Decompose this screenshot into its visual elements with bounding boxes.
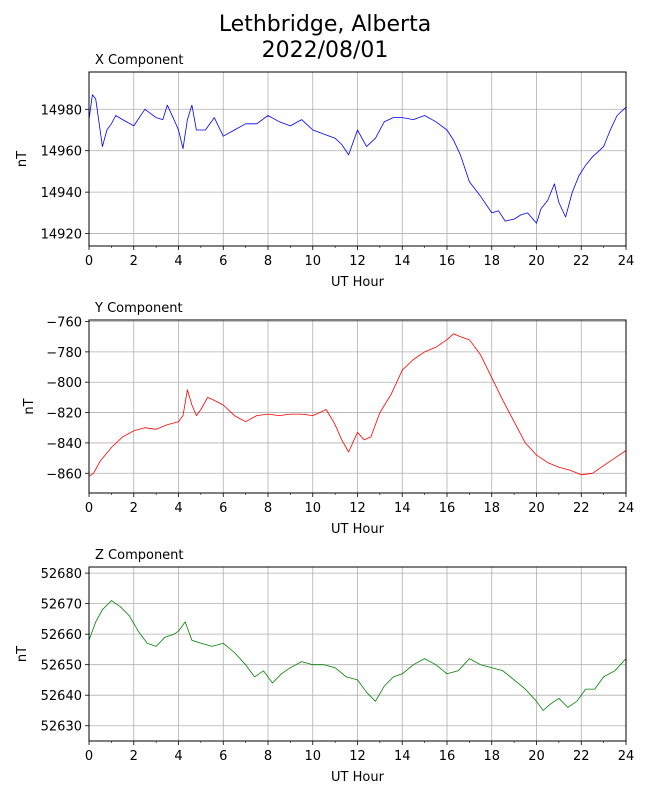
x-component-x-tick-label: 6 <box>219 254 227 269</box>
z-component-x-tick-label: 14 <box>394 749 411 764</box>
y-component-x-tick-label: 4 <box>174 501 182 516</box>
x-component-x-tick-label: 2 <box>130 254 138 269</box>
y-component-x-tick-label: 16 <box>439 501 456 516</box>
x-component-x-tick-label: 14 <box>394 254 411 269</box>
y-component-y-tick-label: −780 <box>46 346 82 361</box>
z-component-x-tick-label: 24 <box>618 749 635 764</box>
y-component-ylabel: nT <box>22 398 37 414</box>
y-component-x-tick-label: 20 <box>528 501 545 516</box>
x-component-x-tick-label: 4 <box>174 254 182 269</box>
y-component-title: Y Component <box>94 301 183 316</box>
x-component-x-tick-label: 16 <box>439 254 456 269</box>
y-component-x-tick-label: 8 <box>264 501 272 516</box>
z-component-x-tick-label: 12 <box>349 749 366 764</box>
figure-title: Lethbridge, Alberta 2022/08/01 <box>0 12 650 64</box>
z-component-y-tick-label: 52630 <box>41 720 82 735</box>
z-component-y-tick-label: 52660 <box>41 628 82 643</box>
z-component-x-tick-label: 6 <box>219 749 227 764</box>
y-component-x-tick-label: 22 <box>573 501 590 516</box>
x-component-x-tick-label: 8 <box>264 254 272 269</box>
y-component-y-tick-label: −840 <box>46 437 82 452</box>
y-component-x-tick-label: 24 <box>618 501 635 516</box>
x-component-y-tick-label: 14920 <box>41 228 82 243</box>
z-component-x-tick-label: 4 <box>174 749 182 764</box>
y-component-x-tick-label: 18 <box>483 501 500 516</box>
z-component-x-tick-label: 8 <box>264 749 272 764</box>
x-component-x-tick-label: 18 <box>483 254 500 269</box>
x-component-x-tick-label: 24 <box>618 254 635 269</box>
x-component-x-tick-label: 0 <box>85 254 93 269</box>
z-component-title: Z Component <box>95 548 184 563</box>
y-component-y-tick-label: −860 <box>46 467 82 482</box>
z-component-y-tick-label: 52670 <box>41 598 82 613</box>
x-component-y-tick-label: 14940 <box>41 186 82 201</box>
z-component-x-tick-label: 18 <box>483 749 500 764</box>
z-component-x-tick-label: 10 <box>304 749 321 764</box>
z-component-series-line <box>88 600 627 711</box>
z-component-y-tick-label: 52680 <box>41 567 82 582</box>
y-component-x-tick-label: 12 <box>349 501 366 516</box>
z-component-x-tick-label: 20 <box>528 749 545 764</box>
z-component-xlabel: UT Hour <box>331 770 385 785</box>
y-component-x-tick-label: 14 <box>394 501 411 516</box>
z-component-y-tick-label: 52650 <box>41 659 82 674</box>
z-component-x-tick-label: 16 <box>439 749 456 764</box>
x-component-x-tick-label: 10 <box>304 254 321 269</box>
y-component-x-tick-label: 6 <box>219 501 227 516</box>
z-component-x-tick-label: 2 <box>130 749 138 764</box>
figure-title-date: 2022/08/01 <box>261 38 389 63</box>
z-component-y-tick-label: 52640 <box>41 689 82 704</box>
x-component-series-line <box>88 94 627 224</box>
y-component-x-tick-label: 2 <box>130 501 138 516</box>
x-component-x-tick-label: 12 <box>349 254 366 269</box>
x-component-y-tick-label: 14980 <box>41 103 82 118</box>
y-component-series-line <box>88 333 627 477</box>
x-component-xlabel: UT Hour <box>331 275 385 290</box>
figure-title-location: Lethbridge, Alberta <box>218 12 432 37</box>
z-component-ylabel: nT <box>15 646 30 662</box>
y-component-y-tick-label: −760 <box>46 316 82 331</box>
x-component-x-tick-label: 22 <box>573 254 590 269</box>
x-component-x-tick-label: 20 <box>528 254 545 269</box>
y-component-x-tick-label: 0 <box>85 501 93 516</box>
y-component-x-tick-label: 10 <box>304 501 321 516</box>
x-component-y-tick-label: 14960 <box>41 145 82 160</box>
y-component-xlabel: UT Hour <box>331 522 385 537</box>
z-component-x-tick-label: 22 <box>573 749 590 764</box>
x-component-ylabel: nT <box>15 151 30 167</box>
z-component-x-tick-label: 0 <box>85 749 93 764</box>
x-component-title: X Component <box>95 53 184 68</box>
y-component-y-tick-label: −800 <box>46 376 82 391</box>
y-component-y-tick-label: −820 <box>46 407 82 422</box>
